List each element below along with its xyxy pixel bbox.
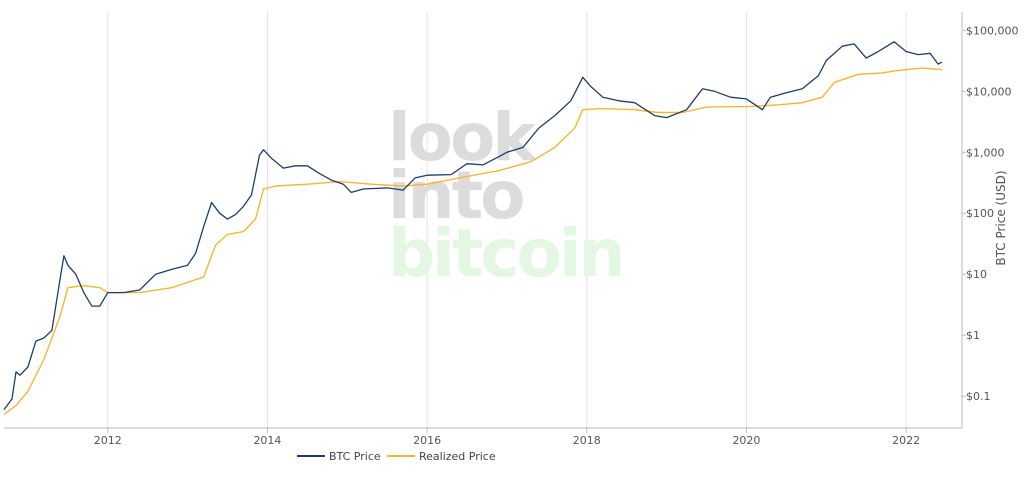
legend: BTC Price Realized Price <box>297 450 496 463</box>
legend-item-btc-price[interactable]: BTC Price <box>297 450 381 463</box>
y-tick-label-100: $100 <box>966 207 994 220</box>
legend-label-realized-price: Realized Price <box>419 450 496 463</box>
axis-layer: 2012 2014 2016 2018 2020 2022 $0.1 $1 $10 $100 $1,… <box>4 12 1019 447</box>
y-tick-label-10: $10 <box>966 268 987 281</box>
x-tick-label-2022: 2022 <box>892 434 920 447</box>
series-line-btc-price <box>3 41 943 410</box>
x-tick-label-2020: 2020 <box>732 434 760 447</box>
watermark-line-1: look <box>388 99 538 176</box>
x-tick-label-2018: 2018 <box>573 434 601 447</box>
series-line-realized-price <box>3 67 943 416</box>
y-tick-label-10000: $10,000 <box>966 85 1012 98</box>
x-tick-label-2014: 2014 <box>253 434 281 447</box>
y-tick-label-1000: $1,000 <box>966 146 1005 159</box>
legend-item-realized-price[interactable]: Realized Price <box>387 450 496 463</box>
y-axis-title: BTC Price (USD) <box>994 170 1008 265</box>
x-tick-label-2012: 2012 <box>94 434 122 447</box>
series-layer <box>3 41 943 416</box>
watermark: look into bitcoin <box>388 99 626 292</box>
y-tick-label-100000: $100,000 <box>966 24 1019 37</box>
y-tick-label-1: $1 <box>966 329 980 342</box>
x-tick-label-2016: 2016 <box>413 434 441 447</box>
watermark-line-3: bitcoin <box>388 215 623 292</box>
y-tick-label-0.1: $0.1 <box>966 390 991 403</box>
legend-label-btc-price: BTC Price <box>329 450 381 463</box>
